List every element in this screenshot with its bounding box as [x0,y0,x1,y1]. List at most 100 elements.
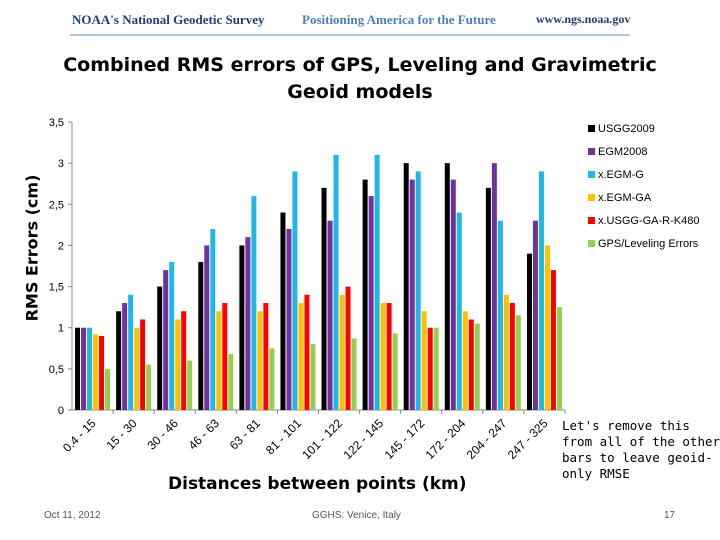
x-tick-label: 101 - 122 [299,416,345,462]
bar-gps-leveling-errors [187,360,193,410]
bar-egm2008 [491,163,497,410]
bar-x-egm-ga [421,311,427,410]
header-tagline: Positioning America for the Future [302,12,496,27]
legend-swatch [588,217,595,224]
header-banner: NOAA's National Geodetic Survey Position… [0,0,720,38]
x-tick-label: 122 - 145 [340,416,386,462]
bar-x-egm-ga [216,311,222,410]
chart-title: Combined RMS errors of GPS, Leveling and… [63,54,657,103]
x-tick-label: 63 - 81 [227,416,264,453]
bar-gps-leveling-errors [433,327,439,410]
bar-usgg2009 [75,327,81,410]
bar-egm2008 [532,220,538,410]
bar-x-usgg-ga-r-k480 [427,327,433,410]
bar-x-egm-g [292,171,298,410]
legend-swatch [588,194,595,201]
x-tick-label: 81 - 101 [263,416,304,457]
bar-x-usgg-ga-r-k480 [304,294,310,410]
legend-swatch [588,240,595,247]
bar-egm2008 [286,228,292,410]
page-number: 17 [664,510,676,521]
y-tick-label: 3 [58,158,64,170]
bar-x-egm-g [374,154,380,410]
footer-event: GGHS: Venice, Italy [312,510,401,521]
legend-swatch [588,125,595,132]
bar-gps-leveling-errors [351,338,357,410]
bar-usgg2009 [444,163,450,410]
bar-x-egm-ga [257,311,263,410]
bar-egm2008 [204,245,210,410]
bar-x-egm-ga [380,303,386,410]
bar-x-egm-ga [298,303,304,410]
bar-x-usgg-ga-r-k480 [509,303,515,410]
bar-x-egm-ga [339,294,345,410]
bar-gps-leveling-errors [556,307,562,410]
footer-date: Oct 11, 2012 [44,510,101,521]
bar-egm2008 [368,196,374,410]
legend-label: x.EGM-GA [598,192,652,204]
legend-swatch [588,148,595,155]
bar-usgg2009 [239,245,245,410]
bar-x-usgg-ga-r-k480 [345,286,351,410]
bar-x-egm-ga [134,327,140,410]
bar-usgg2009 [280,212,286,410]
x-tick-label: 172 - 204 [423,416,469,462]
bar-x-egm-ga [544,245,550,410]
header-org: NOAA's National Geodetic Survey [72,12,265,27]
bar-x-usgg-ga-r-k480 [386,303,392,410]
bar-x-usgg-ga-r-k480 [99,335,105,410]
bar-x-egm-g [87,327,93,410]
bar-x-usgg-ga-r-k480 [181,311,187,410]
bar-x-usgg-ga-r-k480 [140,319,146,410]
bar-gps-leveling-errors [515,315,521,410]
legend-label: EGM2008 [598,146,648,158]
bar-usgg2009 [198,261,204,410]
bar-gps-leveling-errors [105,368,111,410]
legend-label: GPS/Leveling Errors [598,238,699,250]
y-tick-label: 1 [58,323,64,335]
x-tick-label: 0.4 - 15 [60,416,99,455]
bar-egm2008 [409,179,415,410]
bar-gps-leveling-errors [474,323,480,410]
y-tick-label: 2,5 [49,199,64,211]
bar-x-egm-g [538,171,544,410]
bar-x-egm-ga [462,311,468,410]
bar-x-egm-ga [93,334,99,410]
bar-x-usgg-ga-r-k480 [550,270,556,410]
bar-x-egm-g [415,171,421,410]
bar-x-usgg-ga-r-k480 [263,303,269,410]
bar-gps-leveling-errors [392,333,398,410]
y-tick-label: 0 [58,405,64,417]
bar-gps-leveling-errors [310,344,316,410]
bar-usgg2009 [116,311,122,410]
bar-x-egm-g [169,261,175,410]
y-tick-label: 3,5 [49,117,64,129]
bar-usgg2009 [157,286,163,410]
bar-egm2008 [122,303,128,410]
x-tick-label: 145 - 172 [382,416,428,462]
header-url[interactable]: www.ngs.noaa.gov [536,12,631,26]
bar-usgg2009 [403,163,409,410]
bar-egm2008 [245,237,251,410]
bar-usgg2009 [321,187,327,410]
bar-x-usgg-ga-r-k480 [468,319,474,410]
y-tick-label: 1,5 [49,282,64,294]
legend-label: USGG2009 [598,123,655,135]
x-tick-label: 15 - 30 [103,416,140,453]
header-divider [70,34,630,36]
bar-egm2008 [450,179,456,410]
x-tick-label: 30 - 46 [145,416,182,453]
x-tick-label: 46 - 63 [186,416,223,453]
bar-x-egm-g [210,228,216,410]
legend-swatch [588,171,595,178]
bar-egm2008 [163,270,169,410]
bar-usgg2009 [526,253,532,410]
bar-usgg2009 [362,179,368,410]
bar-x-egm-g [456,212,462,410]
legend-label: x.USGG-GA-R-K480 [598,215,699,227]
legend-label: x.EGM-G [598,169,644,181]
bar-x-egm-g [333,154,339,410]
bar-x-egm-ga [175,319,181,410]
bar-x-egm-g [497,220,503,410]
bar-x-egm-g [251,196,257,410]
